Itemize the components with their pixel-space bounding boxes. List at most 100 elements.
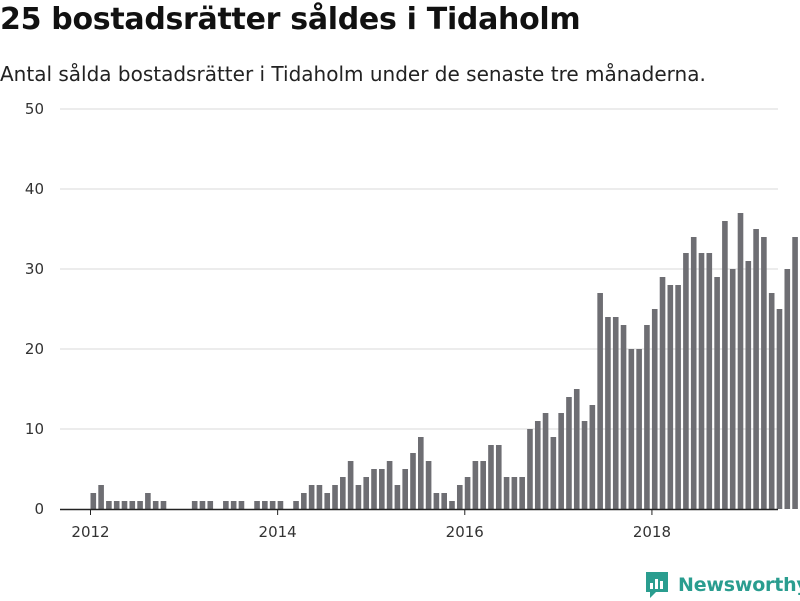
bar bbox=[223, 501, 229, 509]
bar bbox=[395, 485, 401, 509]
bar bbox=[340, 477, 346, 509]
bar bbox=[270, 501, 276, 509]
bar bbox=[738, 213, 744, 509]
bar bbox=[332, 485, 338, 509]
newsworthy-logo-icon bbox=[644, 570, 670, 600]
bar bbox=[613, 317, 619, 509]
bar bbox=[644, 325, 650, 509]
bar bbox=[629, 349, 635, 509]
bar bbox=[207, 501, 213, 509]
y-tick-label: 30 bbox=[25, 260, 44, 278]
bar bbox=[527, 429, 533, 509]
bar bbox=[278, 501, 284, 509]
bar bbox=[519, 477, 525, 509]
bar bbox=[91, 493, 97, 509]
bar bbox=[769, 293, 775, 509]
x-tick-label: 2016 bbox=[446, 523, 484, 541]
brand-name: Newsworthy bbox=[678, 574, 800, 596]
bar bbox=[535, 421, 541, 509]
bar bbox=[660, 277, 666, 509]
bar bbox=[137, 501, 143, 509]
bar bbox=[153, 501, 159, 509]
bar bbox=[784, 269, 790, 509]
bar bbox=[636, 349, 642, 509]
bar bbox=[699, 253, 705, 509]
bar bbox=[106, 501, 112, 509]
bar bbox=[441, 493, 447, 509]
bar bbox=[293, 501, 299, 509]
bar bbox=[753, 229, 759, 509]
bar bbox=[426, 461, 432, 509]
newsworthy-brand[interactable]: Newsworthy bbox=[644, 569, 800, 601]
bar bbox=[231, 501, 237, 509]
bar bbox=[379, 469, 385, 509]
bar bbox=[675, 285, 681, 509]
bar bbox=[597, 293, 603, 509]
bar bbox=[254, 501, 260, 509]
y-tick-label: 10 bbox=[25, 420, 44, 438]
bar bbox=[465, 477, 471, 509]
bar bbox=[691, 237, 697, 509]
bar bbox=[371, 469, 377, 509]
bar bbox=[309, 485, 315, 509]
bar bbox=[387, 461, 393, 509]
bar bbox=[496, 445, 502, 509]
bar bbox=[434, 493, 440, 509]
bar bbox=[590, 405, 596, 509]
bar bbox=[410, 453, 416, 509]
y-axis: 0 10 20 30 40 50 bbox=[25, 100, 44, 518]
bar bbox=[145, 493, 151, 509]
bar bbox=[418, 437, 424, 509]
y-tick-label: 20 bbox=[25, 340, 44, 358]
bars bbox=[91, 173, 800, 509]
bar bbox=[363, 477, 369, 509]
bar bbox=[473, 461, 479, 509]
bar bbox=[668, 285, 674, 509]
bar bbox=[512, 477, 518, 509]
bar bbox=[317, 485, 323, 509]
x-axis: 20122014201620182020202220242026 bbox=[60, 509, 800, 541]
bar bbox=[98, 485, 104, 509]
bar bbox=[621, 325, 627, 509]
bar bbox=[348, 461, 354, 509]
bar bbox=[449, 501, 455, 509]
bar bbox=[761, 237, 767, 509]
bar bbox=[714, 277, 720, 509]
y-tick-label: 40 bbox=[25, 180, 44, 198]
bar bbox=[730, 269, 736, 509]
bar bbox=[582, 421, 588, 509]
bar bbox=[543, 413, 549, 509]
bar bbox=[722, 221, 728, 509]
x-tick-label: 2018 bbox=[633, 523, 671, 541]
bar bbox=[683, 253, 689, 509]
bar bbox=[504, 477, 510, 509]
y-tick-label: 50 bbox=[25, 100, 44, 118]
bar bbox=[356, 485, 362, 509]
bar bbox=[324, 493, 330, 509]
x-tick-label: 2014 bbox=[259, 523, 297, 541]
bar bbox=[605, 317, 611, 509]
y-tick-label: 0 bbox=[34, 500, 44, 518]
x-tick-label: 2012 bbox=[71, 523, 109, 541]
bar bbox=[777, 309, 783, 509]
bar bbox=[574, 389, 580, 509]
bar bbox=[457, 485, 463, 509]
bar bbox=[792, 237, 798, 509]
bar bbox=[114, 501, 120, 509]
bar bbox=[129, 501, 135, 509]
bar bbox=[402, 469, 408, 509]
bar bbox=[239, 501, 245, 509]
bar bbox=[301, 493, 307, 509]
bar bbox=[192, 501, 198, 509]
bar bbox=[551, 437, 557, 509]
bar bbox=[200, 501, 206, 509]
bar bbox=[488, 445, 494, 509]
bar bbox=[480, 461, 486, 509]
bar bbox=[707, 253, 713, 509]
bar bbox=[558, 413, 564, 509]
bar bbox=[161, 501, 167, 509]
bar bbox=[122, 501, 128, 509]
bar bbox=[566, 397, 572, 509]
bar bbox=[745, 261, 751, 509]
